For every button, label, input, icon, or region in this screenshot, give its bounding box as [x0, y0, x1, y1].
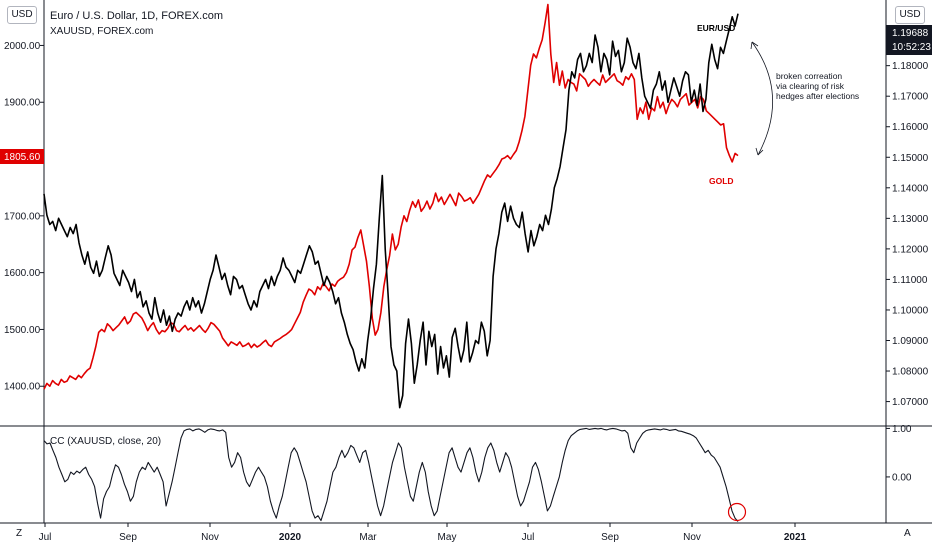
- right-currency-button[interactable]: USD: [895, 6, 925, 24]
- right-tick-label: 1.16000: [892, 122, 929, 133]
- x-tick-label: Mar: [359, 532, 377, 543]
- gold-label: GOLD: [709, 176, 734, 186]
- eurusd-price-tag-bg: [886, 25, 932, 55]
- x-tick-label: Nov: [683, 532, 701, 543]
- note-line-3: hedges after elections: [776, 91, 859, 101]
- eurusd-series-line[interactable]: [43, 13, 739, 409]
- x-tick-label: 2020: [279, 532, 302, 543]
- left-price-axis[interactable]: 2000.001900.001800.001700.001600.001500.…: [4, 41, 44, 393]
- x-tick-label: Nov: [201, 532, 219, 543]
- right-tick-label: 1.15000: [892, 153, 929, 164]
- countdown-timer: 10:52:23: [892, 42, 931, 53]
- left-tick-label: 1500.00: [4, 325, 41, 336]
- eurusd-label: EUR/USD: [697, 23, 735, 33]
- note-line-2: via clearing of risk: [776, 81, 845, 91]
- x-tick-label: May: [438, 532, 457, 543]
- correlation-series-line[interactable]: [43, 427, 739, 522]
- chart-subtitle: XAUUSD, FOREX.com: [50, 26, 153, 37]
- gold-price-tag-bg: [0, 149, 44, 164]
- eurusd-last-price: 1.19688: [892, 28, 929, 39]
- pane-frame: [0, 0, 932, 524]
- right-tick-label: 1.14000: [892, 183, 929, 194]
- right-tick-label: 1.10000: [892, 305, 929, 316]
- left-tick-label: 1600.00: [4, 268, 41, 279]
- arrow-head-top-icon: [750, 41, 759, 50]
- curved-arrow-icon: [751, 41, 773, 156]
- indicator-lines: [43, 427, 739, 522]
- arrow-head-bottom-icon: [755, 147, 764, 156]
- right-tick-label: 1.17000: [892, 92, 929, 103]
- zoom-button[interactable]: Z: [16, 528, 23, 539]
- gold-last-price: 1805.60: [4, 152, 41, 163]
- right-tick-label: 1.18000: [892, 61, 929, 72]
- x-tick-label: Jul: [522, 532, 535, 543]
- left-currency-button[interactable]: USD: [7, 6, 37, 24]
- indicator-axis: 1.00 0.00: [886, 424, 912, 483]
- right-tick-label: 1.08000: [892, 367, 929, 378]
- right-tick-label: 1.09000: [892, 336, 929, 347]
- indicator-tick-label: 1.00: [892, 424, 912, 435]
- highlight-circle-icon: [727, 502, 747, 522]
- x-tick-label: 2021: [784, 532, 807, 543]
- left-tick-label: 2000.00: [4, 41, 41, 52]
- left-tick-label: 1900.00: [4, 98, 41, 109]
- gold-series-line[interactable]: [43, 3, 739, 390]
- gold-price-tag[interactable]: 1805.60: [0, 149, 44, 164]
- x-tick-label: Sep: [601, 532, 619, 543]
- x-tick-label: Sep: [119, 532, 137, 543]
- chart-title: Euro / U.S. Dollar, 1D, FOREX.com: [50, 10, 223, 22]
- auto-scale-button[interactable]: A: [904, 528, 911, 539]
- left-tick-label: 1400.00: [4, 382, 41, 393]
- left-tick-label: 1700.00: [4, 211, 41, 222]
- right-tick-label: 1.07000: [892, 397, 929, 408]
- series-lines: [43, 3, 739, 409]
- eurusd-price-tag[interactable]: 1.19688 10:52:23: [886, 25, 932, 55]
- indicator-label: CC (XAUUSD, close, 20): [50, 436, 161, 447]
- indicator-tick-label: 0.00: [892, 472, 912, 483]
- right-tick-label: 1.13000: [892, 214, 929, 225]
- x-tick-label: Jul: [39, 532, 52, 543]
- note-line-1: broken correation: [776, 71, 842, 81]
- right-price-axis[interactable]: 1.18000 1.17000 1.16000 1.15000 1.14000 1.130…: [886, 61, 929, 408]
- right-tick-label: 1.12000: [892, 244, 929, 255]
- time-axis[interactable]: Jul Sep Nov 2020 Mar May Jul Sep Nov 2021: [39, 523, 807, 543]
- annotation-note[interactable]: broken correation via clearing of risk h…: [750, 41, 859, 156]
- right-tick-label: 1.11000: [892, 275, 928, 286]
